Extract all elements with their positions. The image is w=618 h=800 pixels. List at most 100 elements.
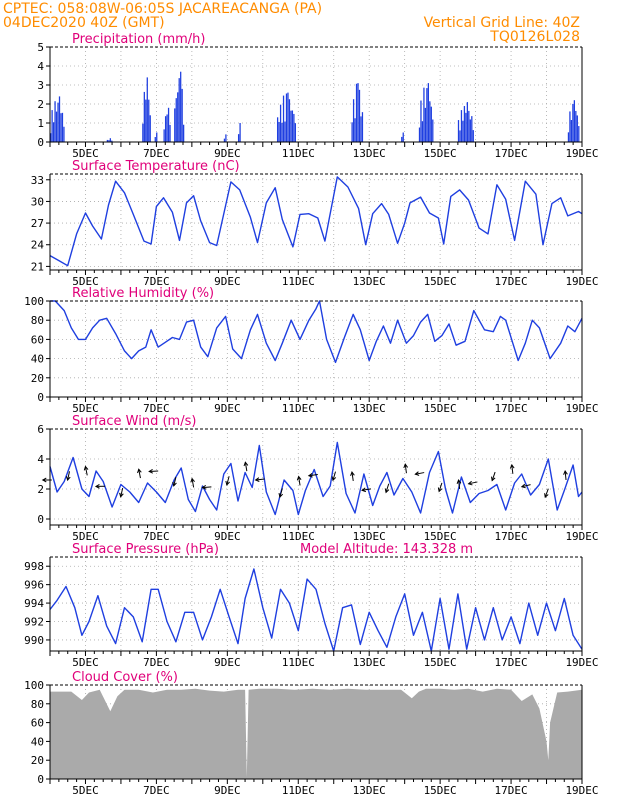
precip-bar (164, 116, 167, 142)
precip-bar (357, 83, 359, 142)
wind-arrow-head (307, 472, 313, 478)
wind-xtick-label: 7DEC (143, 530, 170, 543)
humidity-xtick-label: 19DEC (565, 402, 598, 415)
temperature-ytick-label: 27 (31, 217, 44, 230)
precip-bar (424, 107, 427, 142)
precip-bar (156, 132, 158, 142)
precipitation-ytick-label: 4 (37, 60, 44, 73)
precip-bar (576, 115, 578, 142)
precip-bar (279, 104, 282, 142)
cloud-ytick-label: 40 (31, 735, 44, 748)
precip-bar (459, 130, 461, 142)
wind-xtick-label: 11DEC (282, 530, 315, 543)
cloud-ytick-label: 100 (24, 679, 44, 692)
wind-arrow-head (544, 493, 549, 499)
cloud-xtick-label: 5DEC (72, 784, 99, 797)
wind-arrow (255, 478, 265, 481)
humidity-ytick-label: 100 (24, 295, 44, 308)
wind-arrow (244, 462, 248, 472)
precip-bar (472, 130, 474, 142)
temperature-xtick-label: 17DEC (495, 275, 528, 288)
wind-ytick-label: 6 (37, 423, 44, 436)
precip-bar (294, 123, 296, 142)
wind-arrow-head (243, 461, 249, 467)
precip-bar (578, 126, 580, 142)
precip-bar (570, 120, 573, 142)
precip-bar (175, 98, 177, 142)
precip-bar (351, 122, 353, 142)
precip-bar (287, 92, 289, 142)
precip-bar (430, 106, 432, 142)
precip-bar (106, 139, 109, 142)
wind-arrow (564, 470, 567, 481)
precip-bar (109, 138, 111, 142)
precip-bar (465, 112, 467, 142)
precip-bar (50, 133, 52, 142)
wind-title: Surface Wind (m/s) (72, 414, 196, 429)
pressure-xtick-label: 13DEC (353, 656, 386, 669)
humidity-ytick-label: 0 (37, 391, 44, 404)
precip-bar (276, 117, 279, 142)
temperature-title: Surface Temperature (nC) (72, 159, 240, 174)
humidity-ytick-label: 20 (31, 372, 44, 385)
temperature-xtick-label: 11DEC (282, 275, 315, 288)
pressure-ytick-label: 996 (24, 579, 44, 592)
cloud-panel: Cloud Cover (%) 0 20 40 60 80 100 5DEC 7DEC 9DEC 1… (24, 670, 598, 797)
precip-bar (402, 132, 404, 142)
precip-bar (567, 132, 570, 142)
precip-bar (290, 110, 292, 142)
precipitation-ytick-label: 1 (37, 117, 44, 130)
humidity-ytick-label: 60 (31, 333, 44, 346)
cloud-xtick-label: 17DEC (495, 784, 528, 797)
cloud-title: Cloud Cover (%) (72, 670, 178, 685)
precip-bar (183, 124, 185, 142)
wind-arrow-head (201, 484, 207, 490)
precip-bar (471, 116, 473, 142)
header-model-code: TQ0126L028 (489, 29, 580, 45)
precip-bar (284, 121, 286, 142)
wind-arrow-head (65, 476, 71, 482)
temperature-ytick-label: 30 (31, 195, 44, 208)
cloud-ytick-label: 60 (31, 717, 44, 730)
wind-arrow-head (148, 468, 154, 474)
meteogram-panels: Precipitation (mm/h) 0 1 2 3 4 5 5DEC 7DEC 9DEC 11… (24, 32, 598, 797)
wind-arrow (544, 488, 549, 498)
pressure-xtick-label: 11DEC (282, 656, 315, 669)
wind-arrow (362, 488, 372, 491)
header-location: CPTEC: 058:08W-06:05S JACAREACANGA (PA) (3, 1, 322, 17)
wind-series-line (49, 441, 583, 516)
humidity-series-line (50, 300, 583, 364)
temperature-ytick-label: 24 (31, 239, 45, 252)
wind-arrow (491, 471, 496, 481)
wind-arrow (120, 487, 124, 497)
wind-arrow-head (437, 487, 443, 493)
precip-bar (61, 112, 64, 142)
precip-bar (462, 120, 464, 142)
wind-arrow (521, 484, 531, 488)
wind-xtick-label: 9DEC (214, 530, 241, 543)
precip-bar (354, 118, 356, 142)
pressure-annotation: Model Altitude: 143.328 m (300, 542, 473, 557)
pressure-panel: Surface Pressure (hPa) Model Altitude: 14… (24, 542, 598, 669)
pressure-xtick-label: 7DEC (143, 656, 170, 669)
wind-arrow (511, 464, 514, 474)
precip-bar (178, 78, 180, 142)
precipitation-title: Precipitation (mm/h) (72, 32, 205, 47)
precip-bar (54, 101, 56, 142)
wind-arrow-head (137, 468, 142, 474)
pressure-xtick-label: 19DEC (565, 656, 598, 669)
precip-bar (60, 113, 62, 142)
humidity-xtick-label: 7DEC (143, 402, 170, 415)
humidity-ytick-label: 80 (31, 314, 44, 327)
humidity-xtick-label: 11DEC (282, 402, 315, 415)
precip-bar (111, 140, 113, 142)
precip-bar (52, 122, 55, 142)
temperature-xtick-label: 7DEC (143, 275, 170, 288)
precip-bar (237, 134, 240, 142)
precip-bar (239, 123, 241, 142)
temperature-xtick-label: 9DEC (214, 275, 241, 288)
precip-bar (278, 121, 280, 142)
wind-arrow (438, 482, 443, 492)
wind-arrow (191, 478, 195, 488)
precip-bar (281, 122, 283, 142)
